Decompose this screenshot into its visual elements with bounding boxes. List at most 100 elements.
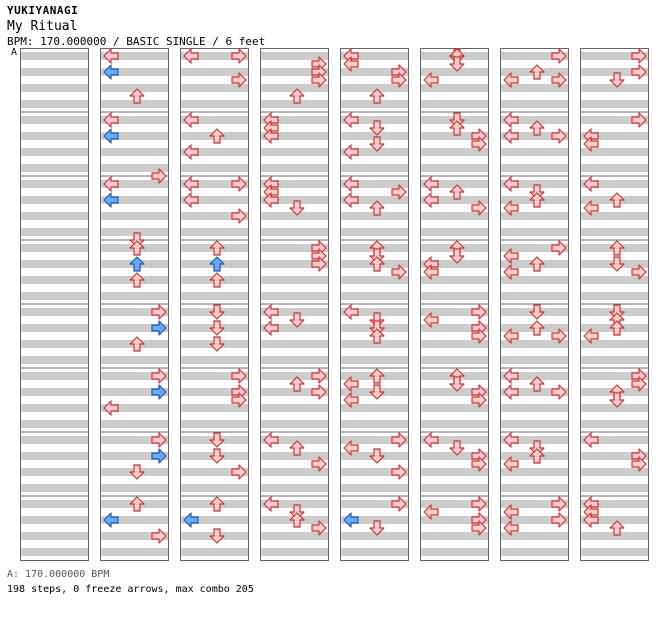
step-arrow — [209, 256, 225, 272]
beat-stripe — [20, 196, 88, 204]
beat-stripe — [340, 308, 408, 316]
beat-stripe — [180, 100, 248, 108]
beat-stripe — [180, 404, 248, 412]
beat-stripe — [100, 68, 168, 76]
step-arrow — [103, 400, 119, 416]
beat-stripe — [420, 484, 488, 492]
beat-stripe — [580, 180, 648, 188]
beat-stripe — [340, 276, 408, 284]
beat-stripe — [20, 516, 88, 524]
step-arrow — [151, 320, 167, 336]
beat-stripe — [100, 452, 168, 460]
beat-stripe — [580, 68, 648, 76]
beat-stripe — [340, 196, 408, 204]
step-arrow — [103, 48, 119, 64]
step-arrow — [311, 368, 327, 384]
step-arrow — [231, 368, 247, 384]
step-arrow — [129, 464, 145, 480]
step-arrow — [471, 136, 487, 152]
step-arrow — [369, 200, 385, 216]
step-arrow — [151, 384, 167, 400]
beat-stripe — [500, 132, 568, 140]
bpm-marker: A — [11, 47, 18, 58]
beat-stripe — [500, 84, 568, 92]
step-arrow — [209, 432, 225, 448]
step-arrow — [311, 384, 327, 400]
beat-stripe — [580, 436, 648, 444]
step-arrow — [343, 392, 359, 408]
step-arrow — [583, 432, 599, 448]
step-arrow — [609, 240, 625, 256]
step-arrow — [343, 176, 359, 192]
beat-stripe — [260, 228, 328, 236]
beat-stripe — [420, 132, 488, 140]
beat-stripe — [580, 228, 648, 236]
beat-stripe — [180, 228, 248, 236]
beat-stripe — [340, 116, 408, 124]
beat-stripe — [180, 212, 248, 220]
step-arrow — [609, 72, 625, 88]
beat-stripe — [420, 452, 488, 460]
beat-stripe — [260, 164, 328, 172]
beat-stripe — [20, 84, 88, 92]
beat-stripe — [340, 500, 408, 508]
beat-stripe — [340, 468, 408, 476]
step-arrow — [369, 320, 385, 336]
beat-stripe — [420, 148, 488, 156]
beat-stripe — [420, 84, 488, 92]
beat-stripe — [20, 244, 88, 252]
beat-stripe — [500, 500, 568, 508]
step-arrow — [129, 88, 145, 104]
beat-stripe — [260, 452, 328, 460]
beat-stripe — [20, 116, 88, 124]
beat-stripe — [260, 212, 328, 220]
beat-stripe — [340, 84, 408, 92]
step-arrow — [369, 88, 385, 104]
step-arrow — [551, 328, 567, 344]
step-arrow — [609, 520, 625, 536]
beat-stripe — [340, 52, 408, 60]
step-arrow — [423, 192, 439, 208]
step-arrow — [263, 496, 279, 512]
step-arrow — [343, 512, 359, 528]
step-arrow — [503, 176, 519, 192]
step-arrow — [369, 256, 385, 272]
step-arrow — [263, 192, 279, 208]
beat-stripe — [260, 180, 328, 188]
beat-stripe — [580, 292, 648, 300]
step-arrow — [551, 72, 567, 88]
beat-stripe — [580, 516, 648, 524]
beat-stripe — [20, 420, 88, 428]
step-arrow — [289, 504, 305, 520]
step-arrow — [151, 432, 167, 448]
beat-stripe — [180, 388, 248, 396]
beat-stripe — [180, 548, 248, 556]
step-arrow — [471, 456, 487, 472]
step-arrow — [449, 120, 465, 136]
step-arrow — [391, 184, 407, 200]
beat-stripe — [100, 228, 168, 236]
step-arrow — [103, 112, 119, 128]
step-arrow — [263, 304, 279, 320]
step-arrow — [391, 432, 407, 448]
beat-stripe — [500, 212, 568, 220]
step-arrow — [151, 448, 167, 464]
beat-stripe — [500, 532, 568, 540]
step-arrow — [343, 376, 359, 392]
beat-stripe — [580, 404, 648, 412]
step-arrow — [263, 128, 279, 144]
beat-stripe — [260, 244, 328, 252]
beat-stripe — [580, 84, 648, 92]
beat-stripe — [100, 356, 168, 364]
beat-stripe — [260, 276, 328, 284]
beat-stripe — [100, 388, 168, 396]
beat-stripe — [260, 148, 328, 156]
step-arrow — [231, 72, 247, 88]
step-stats: 198 steps, 0 freeze arrows, max combo 20… — [7, 584, 254, 595]
step-arrow — [183, 144, 199, 160]
beat-stripe — [340, 132, 408, 140]
step-arrow — [289, 312, 305, 328]
step-arrow — [151, 528, 167, 544]
step-arrow — [289, 200, 305, 216]
beat-stripe — [500, 292, 568, 300]
